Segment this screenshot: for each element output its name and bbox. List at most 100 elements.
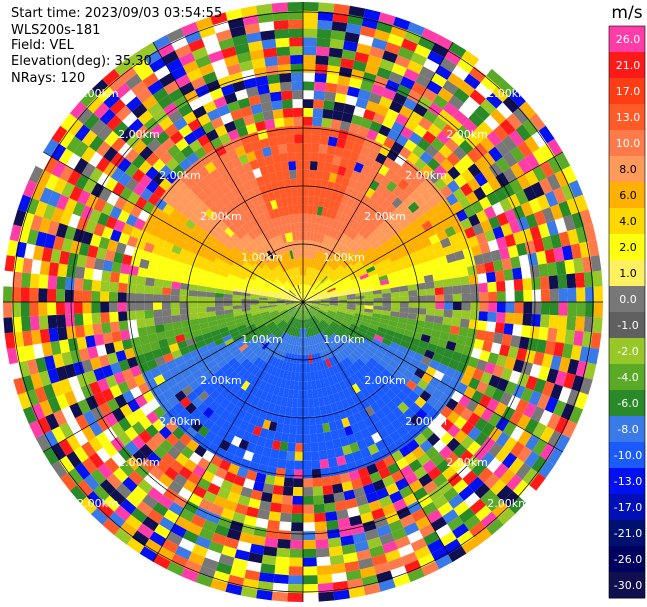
- range-gate-cell: [320, 296, 330, 300]
- range-gate-cell: [417, 231, 429, 242]
- range-gate-cell: [505, 302, 515, 314]
- range-gate-cell: [417, 494, 433, 509]
- range-gate-cell: [444, 138, 459, 153]
- range-gate-cell: [327, 56, 342, 67]
- range-gate-cell: [336, 352, 345, 362]
- range-gate-cell: [330, 274, 339, 282]
- range-gate-cell: [386, 180, 398, 193]
- range-gate-cell: [365, 209, 376, 220]
- range-gate-cell: [529, 113, 546, 131]
- range-gate-cell: [336, 84, 349, 95]
- range-gate-cell: [352, 279, 362, 286]
- range-gate-cell: [386, 149, 400, 162]
- range-gate-cell: [409, 414, 422, 427]
- range-gate-cell: [320, 303, 330, 307]
- range-gate-cell: [495, 431, 511, 448]
- range-gate-cell: [362, 229, 372, 240]
- range-gate-cell: [488, 302, 498, 313]
- colorbar-tick-label: 26.0: [616, 33, 641, 46]
- range-gate-cell: [448, 494, 464, 509]
- range-gate-cell: [322, 359, 329, 370]
- range-gate-cell: [310, 152, 319, 162]
- range-gate-cell: [480, 98, 497, 115]
- range-gate-cell: [378, 578, 396, 592]
- range-gate-cell: [308, 327, 313, 337]
- range-gate-cell: [382, 306, 392, 312]
- range-gate-cell: [437, 255, 448, 266]
- range-gate-cell: [421, 402, 434, 415]
- range-gate-cell: [473, 403, 487, 418]
- range-gate-cell: [346, 433, 357, 445]
- range-gate-cell: [329, 303, 339, 306]
- range-gate-cell: [315, 313, 323, 321]
- range-gate-cell: [303, 275, 306, 285]
- range-gate-cell: [365, 491, 379, 504]
- range-gate-cell: [445, 398, 459, 411]
- range-gate-cell: [314, 241, 319, 251]
- range-gate-cell: [435, 524, 452, 539]
- range-gate-cell: [447, 72, 464, 88]
- range-gate-cell: [317, 20, 333, 30]
- range-gate-cell: [318, 309, 328, 314]
- range-gate-cell: [303, 302, 310, 309]
- range-gate-cell: [495, 447, 510, 463]
- range-gate-cell: [576, 287, 586, 302]
- range-gate-cell: [422, 88, 438, 103]
- range-gate-cell: [374, 459, 388, 472]
- range-gate-cell: [523, 402, 537, 419]
- range-gate-cell: [404, 30, 422, 45]
- range-gate-cell: [310, 291, 318, 298]
- range-gate-cell: [344, 237, 353, 248]
- range-gate-cell: [307, 318, 312, 328]
- range-gate-cell: [342, 260, 351, 269]
- range-gate-cell: [345, 94, 358, 106]
- range-gate-cell: [355, 248, 365, 258]
- range-gate-cell: [517, 157, 533, 175]
- range-gate-cell: [460, 435, 475, 450]
- range-gate-cell: [417, 553, 436, 568]
- range-gate-cell: [373, 293, 383, 299]
- range-gate-cell: [322, 265, 329, 274]
- range-gate-cell: [495, 141, 510, 157]
- range-gate-cell: [305, 266, 309, 276]
- range-gate-cell: [322, 234, 329, 245]
- range-gate-cell: [309, 277, 314, 286]
- range-gate-cell: [575, 360, 588, 378]
- range-gate-cell: [372, 285, 382, 291]
- range-gate-cell: [369, 341, 380, 351]
- range-gate-cell: [348, 515, 363, 527]
- range-gate-cell: [360, 80, 374, 93]
- range-gate-cell: [571, 375, 585, 392]
- range-gate-cell: [570, 344, 582, 361]
- range-gate-cell: [494, 322, 505, 334]
- range-gate-cell: [488, 412, 502, 427]
- range-gate-cell: [473, 142, 489, 158]
- colorbar-tick-label: -2.0: [617, 345, 638, 358]
- range-gate-cell: [426, 196, 439, 209]
- range-gate-cell: [510, 146, 525, 163]
- range-gate-cell: [314, 250, 320, 260]
- range-gate-cell: [371, 140, 384, 153]
- range-gate-cell: [465, 455, 480, 471]
- range-gate-cell: [426, 509, 443, 524]
- range-gate-cell: [554, 416, 569, 435]
- range-gate-cell: [496, 312, 506, 324]
- range-gate-cell: [350, 323, 360, 330]
- range-gate-cell: [467, 163, 482, 178]
- range-gate-cell: [422, 130, 437, 145]
- range-gate-cell: [328, 307, 338, 312]
- range-gate-cell: [476, 232, 488, 245]
- range-gate-cell: [575, 316, 585, 332]
- range-gate-cell: [507, 244, 519, 258]
- range-gate-cell: [330, 163, 340, 175]
- range-gate-cell: [308, 308, 315, 317]
- range-gate-cell: [344, 356, 353, 367]
- range-gate-cell: [418, 473, 433, 487]
- range-gate-cell: [320, 341, 327, 351]
- range-gate-cell: [339, 244, 348, 254]
- range-gate-cell: [433, 315, 444, 325]
- range-gate-cell: [305, 310, 309, 319]
- range-gate-cell: [364, 348, 375, 358]
- range-gate-cell: [380, 314, 391, 321]
- range-gate-cell: [391, 527, 408, 541]
